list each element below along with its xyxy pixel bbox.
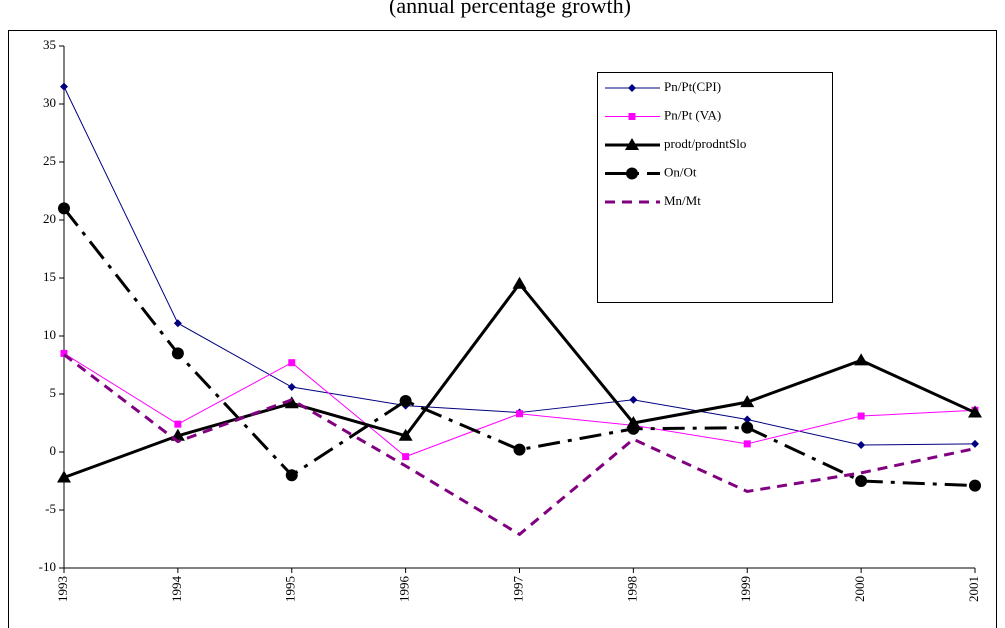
marker (743, 440, 751, 448)
legend-marker (626, 167, 638, 180)
marker (287, 383, 296, 392)
marker (968, 405, 982, 418)
marker (513, 443, 526, 456)
marker (741, 421, 754, 434)
series-line (63, 353, 976, 537)
y-tick-label: 35 (43, 37, 56, 52)
chart-subtitle: (annual percentage growth) (389, 0, 631, 18)
marker (285, 469, 298, 482)
marker (60, 82, 68, 91)
y-tick-label: 0 (50, 443, 57, 458)
marker (740, 395, 755, 408)
marker (743, 415, 752, 424)
legend-marker (628, 84, 636, 92)
x-tick-label: 1995 (283, 576, 298, 602)
marker (971, 439, 979, 448)
legend: Pn/Pt(CPI) Pn/Pt (VA) prodt/prodntSlo On/Ot… (597, 72, 833, 303)
chart-frame (8, 30, 997, 628)
y-tick-label: 5 (50, 385, 57, 400)
legend-label: Pn/Pt (VA) (664, 107, 721, 122)
marker (627, 422, 640, 435)
marker (288, 359, 296, 367)
legend-label: Mn/Mt (664, 193, 701, 208)
y-tick-label: 30 (43, 95, 56, 110)
y-tick-label: 10 (43, 327, 56, 342)
marker (857, 441, 866, 450)
series-line (62, 207, 976, 488)
marker (60, 349, 68, 357)
x-tick-label: 1994 (169, 576, 184, 603)
y-tick-label: 15 (43, 269, 56, 284)
y-tick-label: -5 (45, 501, 56, 516)
marker (173, 319, 182, 328)
marker (857, 412, 865, 420)
legend-marker (628, 113, 636, 120)
y-tick-label: 20 (43, 211, 56, 226)
y-tick-label: 25 (43, 153, 56, 168)
marker (855, 475, 868, 487)
marker (174, 420, 182, 428)
marker (399, 394, 412, 407)
x-tick-label: 1999 (738, 576, 753, 602)
legend-label: On/Ot (664, 164, 697, 179)
legend-label: Pn/Pt(CPI) (664, 79, 721, 94)
marker (402, 453, 410, 461)
marker (629, 395, 638, 404)
x-tick-label: 1998 (624, 576, 639, 602)
series-line (63, 86, 976, 446)
legend-marker (625, 138, 639, 150)
marker (854, 353, 869, 366)
legend-box (597, 72, 833, 303)
marker (171, 347, 184, 360)
marker (969, 479, 981, 492)
marker (284, 396, 299, 409)
x-tick-label: 1993 (55, 576, 70, 602)
legend-label: prodt/prodntSlo (664, 136, 746, 151)
marker (58, 202, 70, 215)
x-tick-label: 2000 (852, 576, 867, 602)
marker (512, 276, 527, 289)
x-tick-label: 1997 (510, 576, 525, 603)
marker (398, 428, 413, 441)
x-tick-label: 1996 (397, 576, 412, 603)
marker (57, 470, 71, 483)
y-tick-label: -10 (39, 559, 56, 574)
x-tick-label: 2001 (966, 576, 981, 602)
marker (516, 410, 523, 418)
